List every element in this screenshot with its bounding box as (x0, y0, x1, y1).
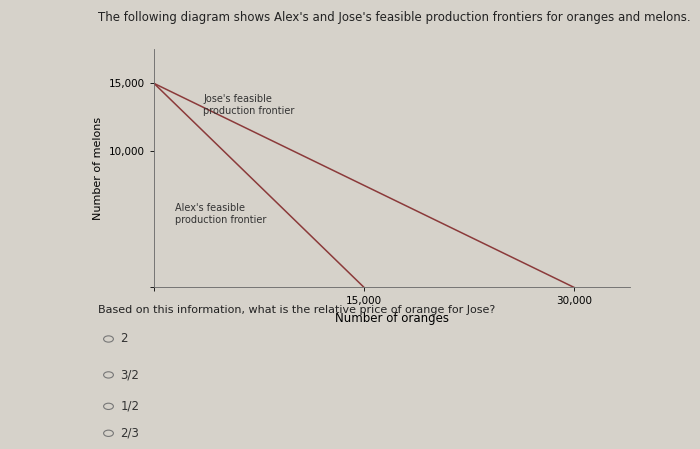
Text: 2/3: 2/3 (120, 427, 139, 440)
Y-axis label: Number of melons: Number of melons (93, 117, 104, 220)
Text: 1/2: 1/2 (120, 400, 139, 413)
Text: 3/2: 3/2 (120, 369, 139, 381)
Text: Based on this information, what is the relative price of orange for Jose?: Based on this information, what is the r… (98, 305, 496, 315)
Text: The following diagram shows Alex's and Jose's feasible production frontiers for : The following diagram shows Alex's and J… (98, 11, 691, 24)
Text: Jose's feasible
production frontier: Jose's feasible production frontier (203, 94, 295, 116)
Text: 2: 2 (120, 333, 128, 345)
X-axis label: Number of oranges: Number of oranges (335, 312, 449, 325)
Text: Alex's feasible
production frontier: Alex's feasible production frontier (175, 203, 267, 224)
